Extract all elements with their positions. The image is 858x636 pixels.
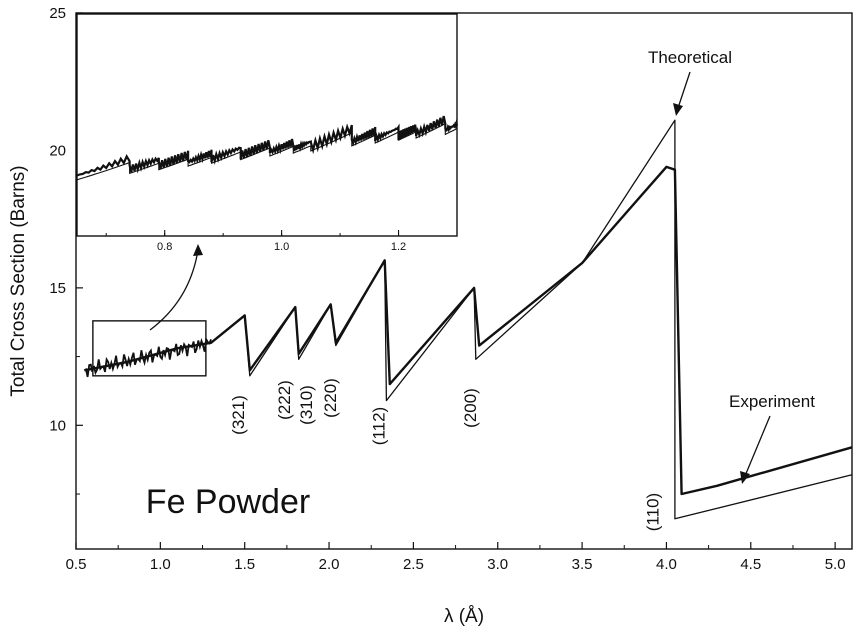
x-tick-label: 2.5 — [403, 556, 424, 573]
inset-connector-arrowhead — [193, 244, 203, 256]
peak-labels: (321) (222) (310) (220) (112) (200) (110) — [229, 378, 663, 531]
inset-connector-arrow — [149, 249, 199, 331]
inset-experiment-line — [76, 115, 459, 177]
x-tick-label: 1.0 — [150, 556, 171, 573]
inset-x-tick-label: 1.2 — [391, 241, 406, 253]
peak-label: (200) — [461, 388, 480, 428]
inset-x-axis-ticks: 0.8 1.0 1.2 — [105, 230, 406, 253]
peak-label: (112) — [370, 407, 389, 445]
x-tick-label: 1.5 — [234, 556, 255, 573]
x-tick-label: 2.0 — [319, 556, 340, 573]
peak-label: (321) — [229, 395, 248, 435]
y-tick-label: 10 — [49, 417, 66, 434]
theoretical-label: Theoretical — [648, 48, 732, 67]
experiment-label: Experiment — [729, 392, 815, 411]
y-axis-title: Total Cross Section (Barns) — [8, 165, 29, 396]
inset-x-tick-label: 1.0 — [274, 241, 289, 253]
inset-plot: 0.8 1.0 1.2 — [76, 13, 459, 253]
sample-label: Fe Powder — [146, 483, 310, 521]
experiment-arrow — [744, 415, 771, 477]
inset-series-layer — [76, 115, 459, 181]
y-tick-label: 25 — [49, 5, 66, 22]
x-axis-ticks: 0.5 1.0 1.5 2.0 2.5 3.0 3.5 4.0 4.5 5.0 — [66, 542, 846, 573]
x-tick-label: 4.5 — [740, 556, 761, 573]
peak-label: (310) — [297, 385, 316, 425]
x-tick-label: 5.0 — [825, 556, 846, 573]
series-experiment-line — [84, 165, 853, 496]
x-tick-label: 4.0 — [656, 556, 677, 573]
inset-range-box — [92, 320, 207, 377]
peak-label: (220) — [321, 378, 340, 418]
y-axis-ticks: 10 15 20 25 — [49, 5, 83, 495]
experiment-arrowhead — [740, 471, 750, 484]
peak-label: (222) — [275, 380, 294, 420]
y-tick-label: 15 — [49, 280, 66, 297]
theoretical-arrowhead — [673, 103, 683, 116]
x-tick-label: 3.5 — [572, 556, 593, 573]
plot-frame — [75, 12, 853, 550]
inset-frame — [76, 13, 458, 237]
theoretical-arrow — [677, 71, 691, 109]
peak-label: (110) — [643, 493, 662, 531]
x-tick-label: 0.5 — [66, 556, 87, 573]
x-axis-title: λ (Å) — [444, 606, 484, 627]
inset-x-tick-label: 0.8 — [157, 241, 172, 253]
experiment-noise-segment — [83, 336, 212, 378]
y-tick-label: 20 — [49, 142, 66, 159]
x-tick-label: 3.0 — [487, 556, 508, 573]
